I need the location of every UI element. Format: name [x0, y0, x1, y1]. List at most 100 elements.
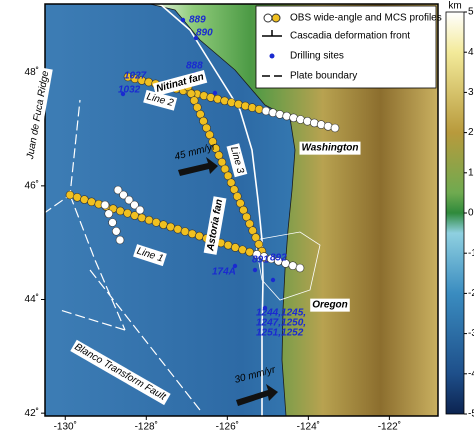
label-bg	[23, 67, 53, 164]
y-tick-label: 44˚	[25, 293, 39, 305]
legend-label: Drilling sites	[290, 51, 344, 62]
colorbar-tick-label: 3	[468, 87, 474, 98]
obs-station	[166, 222, 175, 232]
site-label: 174A	[212, 267, 236, 278]
obs-station	[135, 205, 145, 215]
obs-station	[288, 261, 298, 271]
plate-motion-arrow	[178, 157, 218, 176]
survey-grid	[254, 231, 321, 301]
legend-box	[255, 5, 437, 89]
legend-label: OBS wide-angle and MCS profiles	[290, 13, 442, 24]
plate-motion-arrow	[236, 384, 278, 406]
obs-station	[108, 218, 117, 227]
obs-station	[137, 213, 147, 223]
y-tick-label: 42˚	[25, 407, 39, 419]
label-bg	[203, 196, 227, 255]
x-tick-label: -128˚	[135, 421, 158, 433]
colorbar-tick-label: -3	[468, 328, 474, 339]
y-tick-label: 46˚	[25, 179, 39, 191]
colorbar-tick-label: 4	[468, 47, 474, 58]
obs-station	[130, 200, 139, 210]
site-label: 888	[186, 61, 203, 72]
obs-station	[113, 185, 123, 195]
drilling-site	[193, 35, 199, 41]
label-bg	[299, 141, 361, 155]
site-label: 889	[189, 15, 206, 26]
x-tick-label: -124˚	[297, 421, 320, 433]
site-label: 1244,1245,	[256, 308, 306, 319]
map-label: Oregon	[312, 300, 348, 311]
obs-station	[123, 208, 132, 218]
colorbar-tick-label: -5	[468, 409, 474, 420]
obs-station	[80, 195, 89, 204]
site-label: 891	[252, 255, 269, 266]
obs-station	[295, 263, 305, 273]
obs-station	[223, 240, 233, 250]
drilling-site	[262, 305, 268, 311]
site-label: 892	[270, 253, 287, 264]
coastline	[149, 4, 296, 416]
obs-station	[159, 220, 168, 229]
y-tick-label: 48˚	[25, 66, 39, 78]
colorbar-tick-label: 5	[468, 7, 474, 18]
label-bg	[310, 298, 350, 312]
site-label: 1032	[118, 85, 141, 96]
obs-station	[180, 227, 190, 236]
label-bg	[143, 89, 178, 111]
site-label: 1251,1252	[256, 328, 304, 339]
obs-station	[238, 245, 247, 255]
obs-station	[72, 192, 82, 202]
obs-station	[65, 190, 75, 200]
obs-station	[330, 123, 340, 133]
obs-station	[119, 190, 128, 200]
colorbar	[445, 11, 465, 415]
obs-station	[151, 218, 161, 227]
map-label: Washington	[301, 143, 358, 154]
label-bg	[133, 244, 167, 267]
obs-station	[104, 209, 114, 219]
x-tick-label: -130˚	[54, 421, 77, 433]
deformation-front	[159, 4, 264, 416]
legend-symbol	[263, 13, 273, 23]
label-bg	[70, 339, 171, 406]
colorbar-tick-label: 0	[468, 208, 474, 219]
obs-station	[187, 229, 197, 239]
site-label: 890	[196, 28, 213, 39]
frame	[44, 3, 439, 417]
legend: OBS wide-angle and MCS profiles Cascadia…	[255, 5, 442, 89]
legend-symbol	[271, 13, 281, 23]
legend-symbol	[262, 30, 282, 37]
drilling-site	[232, 263, 238, 269]
obs-station	[87, 197, 96, 207]
legend-label: Plate boundary	[290, 71, 357, 82]
obs-station	[116, 206, 125, 216]
colorbar-tick-label: -1	[468, 248, 474, 259]
colorbar-tick-label: 2	[468, 127, 474, 138]
drilling-site	[212, 90, 218, 96]
obs-station	[115, 235, 125, 245]
x-tick-label: -126˚	[216, 421, 239, 433]
drilling-site	[120, 91, 126, 97]
colorbar-tick-label: -2	[468, 288, 474, 299]
colorbar-title: km	[448, 1, 461, 12]
site-label: 1247,1250,	[256, 318, 306, 329]
obs-station	[100, 200, 110, 210]
site-label: 1027	[124, 71, 147, 82]
obs-station	[231, 243, 240, 252]
legend-symbol	[269, 53, 275, 59]
drilling-site	[180, 17, 186, 23]
obs-station	[124, 195, 134, 205]
obs-station	[144, 215, 154, 225]
colorbar-tick-label: -4	[468, 368, 474, 379]
obs-station	[111, 226, 121, 236]
label-bg	[152, 70, 208, 97]
obs-station	[195, 231, 204, 241]
legend-label: Cascadia deformation front	[290, 31, 410, 42]
drilling-site	[270, 277, 276, 283]
x-tick-label: -122˚	[378, 421, 401, 433]
obs-station	[173, 224, 183, 234]
colorbar-tick-label: 1	[468, 167, 474, 178]
label-bg	[226, 143, 248, 178]
drilling-site	[252, 267, 258, 273]
